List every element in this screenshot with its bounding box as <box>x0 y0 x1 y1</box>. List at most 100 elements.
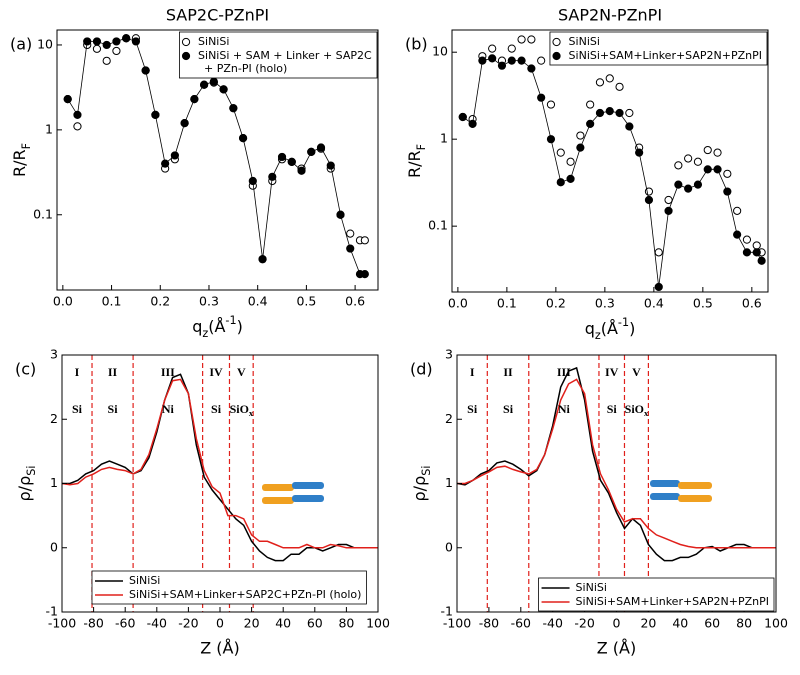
label-part: Ni <box>558 402 571 416</box>
data-point <box>326 161 335 170</box>
legend-box <box>538 577 775 612</box>
data-point <box>757 256 766 265</box>
data-point <box>684 154 693 163</box>
region-material: Si <box>211 402 222 416</box>
label-part: Si <box>25 466 38 476</box>
legend-label: SiNiSi <box>198 35 229 48</box>
x-tick-label: -100 <box>48 616 76 631</box>
data-point <box>693 180 703 189</box>
label-part: q <box>585 319 595 338</box>
region-material: SiOx <box>625 402 649 419</box>
helix <box>650 480 680 487</box>
y-axis-label: R/RF <box>10 143 33 177</box>
x-tick-label: 60 <box>307 616 323 631</box>
data-point <box>664 195 673 205</box>
data-point <box>517 56 526 65</box>
data-point <box>180 119 189 128</box>
data-point <box>131 37 141 46</box>
x-tick-label: 0.4 <box>248 294 268 309</box>
y-tick-label: 0 <box>445 539 453 554</box>
data-point <box>556 178 565 187</box>
label-part: Si <box>420 466 433 476</box>
data-point <box>248 176 257 186</box>
legend-label: SiNiSi <box>576 581 607 594</box>
x-tick-label: 0.6 <box>345 294 365 309</box>
y-tick-label: 1 <box>50 475 58 490</box>
data-point <box>605 74 614 83</box>
data-point <box>556 148 565 157</box>
data-point <box>73 122 82 131</box>
x-tick-label: 0 <box>216 616 224 631</box>
label-part: z <box>202 327 208 340</box>
x-tick-label: -80 <box>83 616 103 631</box>
data-point <box>478 56 487 65</box>
x-tick-label: 20 <box>640 616 656 631</box>
label-part: ρ/ρ <box>15 476 34 502</box>
data-point <box>733 230 742 239</box>
legend-marker <box>552 37 561 47</box>
label-part: Si <box>467 402 478 416</box>
data-point <box>517 35 526 44</box>
y-tick-label: 2 <box>50 411 58 426</box>
region-number: II <box>503 365 513 379</box>
data-point <box>537 93 546 102</box>
helix <box>678 495 712 502</box>
data-point <box>586 119 595 128</box>
label-part: -1 <box>618 316 629 329</box>
data-point <box>537 56 546 65</box>
panel-label: (b) <box>405 35 428 54</box>
panel-label: (c) <box>15 360 36 379</box>
plot-frame <box>61 354 379 613</box>
y-tick-label: 1 <box>45 121 53 136</box>
label-part: Si <box>72 402 83 416</box>
plot-frame <box>451 29 769 293</box>
label-part: Si <box>607 402 618 416</box>
data-point <box>190 95 199 104</box>
plot-area <box>63 34 369 279</box>
x-tick-label: -20 <box>178 616 198 631</box>
legend-label: SiNiSi + SAM + Linker + SAP2C <box>198 49 372 62</box>
x-tick-label: -40 <box>542 616 562 631</box>
plot-area <box>458 35 766 292</box>
y-axis-label: ρ/ρSi <box>410 466 433 502</box>
data-point <box>703 165 712 174</box>
label-part: Ni <box>162 402 175 416</box>
helix <box>292 495 324 502</box>
data-point <box>674 161 683 170</box>
data-point <box>507 56 516 65</box>
data-point <box>112 37 121 46</box>
data-point <box>566 157 575 166</box>
data-point <box>268 172 277 181</box>
series-line <box>62 373 378 562</box>
data-point <box>586 100 595 109</box>
data-point <box>752 248 761 257</box>
y-tick-label: 1 <box>440 131 448 146</box>
data-point <box>219 85 228 94</box>
region-number: I <box>470 365 475 379</box>
data-point <box>346 229 355 238</box>
data-point <box>63 95 72 104</box>
data-point <box>83 37 92 46</box>
label-part: F <box>415 144 428 150</box>
region-number: V <box>237 365 246 379</box>
region-number: II <box>108 365 118 379</box>
data-point <box>595 78 605 87</box>
x-tick-label: 20 <box>244 616 260 631</box>
x-tick-label: 0.5 <box>296 294 316 309</box>
region-material: Ni <box>162 402 175 416</box>
legend-box <box>91 570 367 605</box>
x-tick-label: 40 <box>275 616 291 631</box>
panel-label: (a) <box>10 35 32 54</box>
region-number: III <box>161 365 175 379</box>
data-point <box>316 143 326 152</box>
data-point <box>170 151 179 160</box>
label-part: SiO <box>230 402 249 416</box>
x-tick-label: -60 <box>115 616 135 631</box>
data-point <box>112 46 121 56</box>
label-part: ) <box>237 317 243 336</box>
